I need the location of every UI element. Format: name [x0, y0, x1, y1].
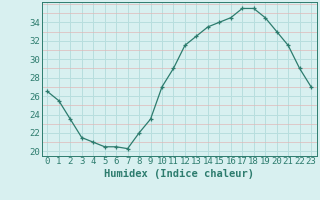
- X-axis label: Humidex (Indice chaleur): Humidex (Indice chaleur): [104, 169, 254, 179]
